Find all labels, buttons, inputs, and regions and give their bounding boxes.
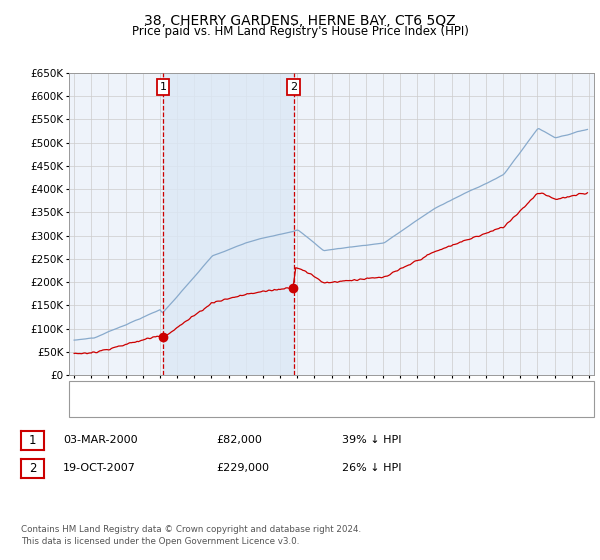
- Text: £82,000: £82,000: [216, 435, 262, 445]
- Text: HPI: Average price, detached house, Canterbury: HPI: Average price, detached house, Cant…: [116, 403, 368, 413]
- Text: Price paid vs. HM Land Registry's House Price Index (HPI): Price paid vs. HM Land Registry's House …: [131, 25, 469, 38]
- FancyBboxPatch shape: [69, 381, 594, 417]
- Text: 19-OCT-2007: 19-OCT-2007: [63, 463, 136, 473]
- Text: 2: 2: [29, 462, 36, 475]
- Text: 1: 1: [29, 434, 36, 447]
- Text: 1: 1: [160, 82, 166, 92]
- Text: 03-MAR-2000: 03-MAR-2000: [63, 435, 137, 445]
- Text: 38, CHERRY GARDENS, HERNE BAY, CT6 5QZ: 38, CHERRY GARDENS, HERNE BAY, CT6 5QZ: [144, 14, 456, 28]
- Text: 2: 2: [290, 82, 297, 92]
- Bar: [163, 73, 293, 375]
- Text: £229,000: £229,000: [216, 463, 269, 473]
- Text: 39% ↓ HPI: 39% ↓ HPI: [342, 435, 401, 445]
- Text: 26% ↓ HPI: 26% ↓ HPI: [342, 463, 401, 473]
- Text: Contains HM Land Registry data © Crown copyright and database right 2024.
This d: Contains HM Land Registry data © Crown c…: [21, 525, 361, 546]
- Text: 38, CHERRY GARDENS, HERNE BAY, CT6 5QZ (detached house): 38, CHERRY GARDENS, HERNE BAY, CT6 5QZ (…: [116, 385, 445, 395]
